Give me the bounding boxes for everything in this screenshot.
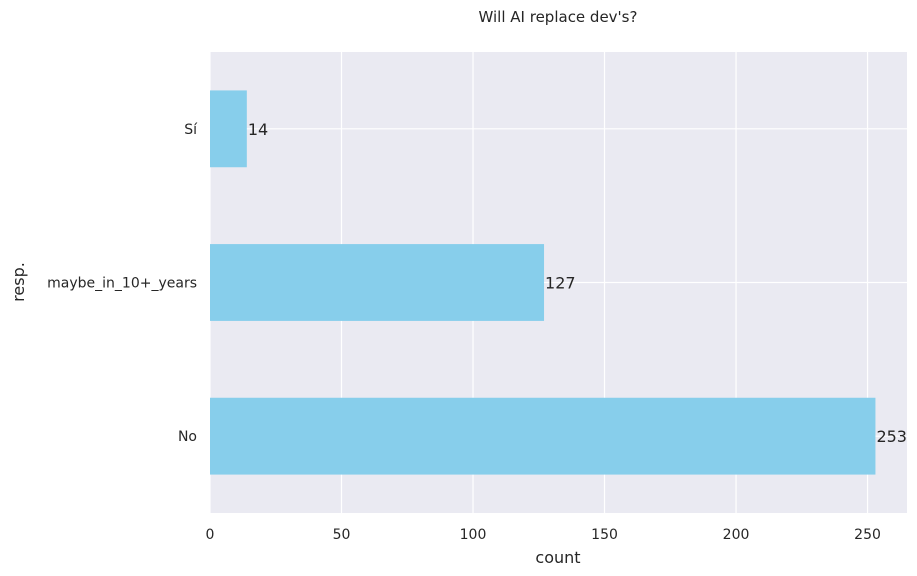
y-tick-label: maybe_in_10+_years [47, 276, 197, 292]
data-labels: 14 127 253 [248, 120, 907, 446]
y-tick-label: No [178, 429, 197, 445]
x-axis-label: count [535, 548, 580, 567]
x-tick-label: 250 [854, 527, 881, 543]
bar [210, 244, 545, 321]
y-tick-labels: Sí maybe_in_10+_years No [47, 122, 198, 445]
bar [210, 90, 247, 168]
x-tick-label: 100 [460, 527, 487, 543]
x-tick-label: 150 [591, 527, 618, 543]
chart-title: Will AI replace dev's? [479, 8, 638, 26]
y-axis-label: resp. [9, 262, 28, 302]
y-tick-label: Sí [184, 122, 198, 138]
data-label: 127 [545, 274, 576, 293]
x-tick-label: 50 [333, 527, 351, 543]
data-label: 253 [876, 427, 907, 446]
x-tick-labels: 0 50 100 150 200 250 [206, 527, 881, 543]
x-tick-label: 200 [723, 527, 750, 543]
bars [210, 90, 876, 475]
data-label: 14 [248, 120, 268, 139]
x-tick-label: 0 [206, 527, 215, 543]
bar [210, 397, 876, 475]
